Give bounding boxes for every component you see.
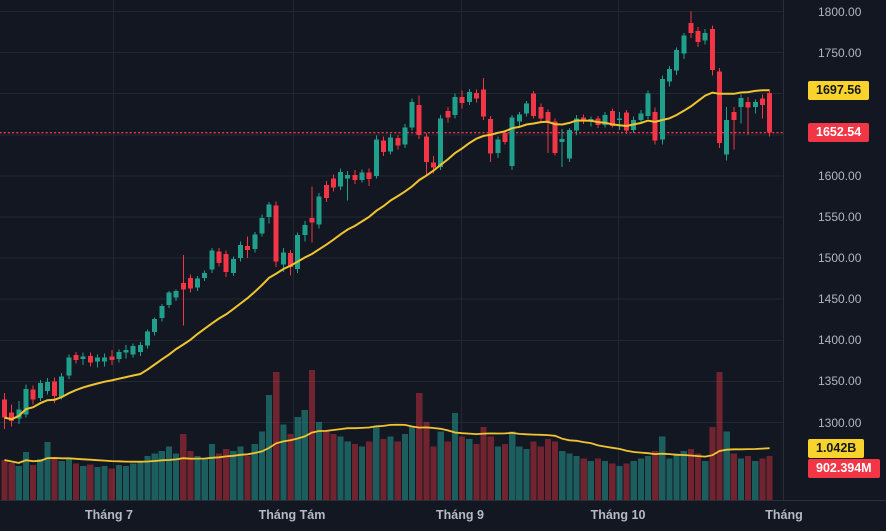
price-ma-badge: 1697.56 (808, 80, 870, 100)
price-axis-label: 1350.00 (818, 374, 862, 389)
price-axis-label: 1800.00 (818, 4, 862, 19)
time-axis-label: Tháng 9 (436, 508, 484, 522)
price-axis-label: 1400.00 (818, 333, 862, 348)
volume-bars (1, 370, 773, 500)
time-axis-label: Tháng Tám (258, 508, 326, 522)
time-axis-label: Tháng 7 (85, 508, 133, 522)
time-axis[interactable]: Tháng 7 Tháng Tám Tháng 9 Tháng 10 Tháng (0, 500, 886, 531)
volume-ma-line (4, 423, 770, 464)
price-axis[interactable]: 1800.00 1750.00 1600.00 1550.00 1500.00 1450.… (783, 0, 886, 500)
grid-layer (0, 0, 783, 500)
time-axis-label: Tháng 10 (590, 508, 646, 522)
price-axis-label: 1300.00 (818, 415, 862, 430)
price-axis-label: 1600.00 (818, 168, 862, 183)
time-axis-label: Tháng (765, 508, 803, 522)
last-volume-badge: 902.394M (808, 458, 880, 478)
price-axis-label: 1450.00 (818, 292, 862, 307)
price-axis-label: 1500.00 (818, 251, 862, 266)
last-price-badge: 1652.54 (808, 123, 870, 143)
price-axis-label: 1550.00 (818, 210, 862, 224)
price-axis-label: 1750.00 (818, 45, 862, 60)
volume-ma-badge: 1.042B (808, 438, 865, 458)
candles-layer (2, 11, 773, 430)
price-ma-line (4, 89, 770, 421)
